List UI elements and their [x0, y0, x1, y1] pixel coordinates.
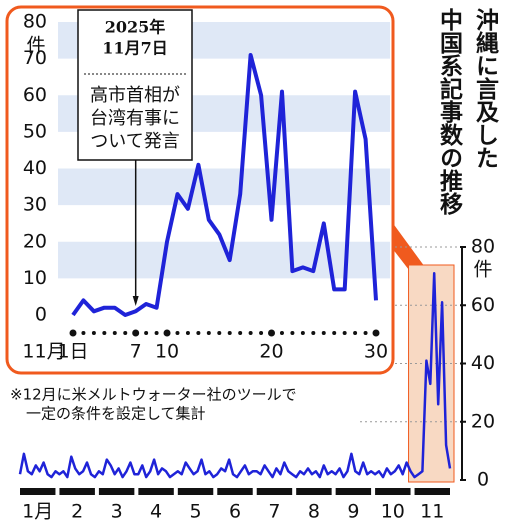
title-line: 中国系記事数の推移 [436, 8, 464, 216]
y-tick-label: 10 [23, 267, 47, 289]
x-tick-label: 6 [229, 501, 241, 523]
day-dot [353, 331, 358, 335]
tick-mark [132, 329, 140, 337]
day-dot [279, 331, 284, 335]
month-label: 11月 [22, 341, 65, 363]
y-unit: 件 [26, 35, 45, 57]
x-tick-label: 2 [71, 501, 83, 523]
y-tick-label: 70 [23, 47, 47, 69]
day-dot [206, 331, 211, 335]
y-tick-label: 80 [23, 11, 47, 33]
day-dot [91, 331, 96, 335]
day-dot [81, 331, 86, 335]
y-tick-label: 20 [23, 230, 47, 252]
month-bar [138, 488, 174, 495]
y-tick-label: 30 [23, 194, 47, 216]
month-bar [335, 488, 372, 495]
month-bar [98, 488, 135, 495]
x-tick-label: 3 [111, 501, 123, 523]
x-tick-label: 7 [130, 341, 142, 363]
day-dot [342, 331, 347, 335]
day-dot [238, 331, 243, 335]
x-tick-label: 11 [420, 501, 444, 523]
day-dot [196, 331, 201, 335]
tick-mark [69, 329, 77, 337]
day-dot [248, 331, 253, 335]
day-dot [259, 331, 264, 335]
data-line [71, 53, 378, 317]
day-dot [332, 331, 337, 335]
month-bar [59, 488, 95, 495]
tick-mark [163, 329, 171, 337]
day-dot [290, 331, 295, 335]
x-tick-label: 5 [189, 501, 201, 523]
y-tick-label: 0 [477, 469, 489, 491]
x-tick-label: 20 [259, 341, 283, 363]
day-dot [321, 331, 326, 335]
month-bar [296, 488, 332, 495]
tick-mark [372, 329, 380, 337]
tick-mark [268, 329, 276, 337]
day-dot [175, 331, 180, 335]
x-tick-label: 1日 [57, 341, 88, 363]
x-tick-label: 10 [155, 341, 179, 363]
day-dot [217, 331, 222, 335]
x-tick-label: 10 [381, 501, 405, 523]
day-dot [300, 331, 305, 335]
day-dot [311, 331, 316, 335]
day-dot [154, 331, 159, 335]
y-tick-label: 80 [471, 236, 495, 258]
x-tick-label: 30 [364, 341, 388, 363]
annotation-box [77, 9, 193, 161]
y-tick-label: 60 [23, 84, 47, 106]
y-tick-label: 20 [471, 410, 495, 432]
x-tick-label: 7 [268, 501, 280, 523]
month-bar [217, 488, 253, 495]
x-tick-label: 8 [308, 501, 320, 523]
y-tick-label: 40 [23, 157, 47, 179]
annotation-date: 2025年 [105, 18, 166, 37]
day-dot [123, 331, 128, 335]
x-tick-label: 4 [150, 501, 162, 523]
day-dot [102, 331, 107, 335]
y-tick-label: 0 [35, 304, 47, 326]
y-tick-label: 60 [471, 294, 495, 316]
day-dot [144, 331, 149, 335]
y-tick-label: 50 [23, 120, 47, 142]
day-dot [227, 331, 232, 335]
annotation-text: 高市首相が [90, 85, 180, 106]
grid-band [58, 168, 390, 206]
month-bar [414, 488, 450, 495]
y-tick-label: 40 [471, 352, 495, 374]
day-dot [363, 331, 368, 335]
data-line [18, 271, 452, 479]
y-unit: 件 [473, 259, 492, 281]
title-line: 沖縄に言及した [472, 8, 500, 169]
day-dot [112, 331, 117, 335]
annotation-date: 11月7日 [102, 39, 167, 58]
day-dot [185, 331, 190, 335]
annotation-text: 台湾有事に [90, 108, 180, 129]
note: 一定の条件を設定して集計 [26, 405, 206, 423]
annotation-text: ついて発言 [90, 131, 179, 152]
month-bar [256, 488, 293, 495]
x-tick-label: 1月 [22, 501, 53, 523]
arrow-head [132, 296, 139, 306]
x-tick-label: 9 [347, 501, 359, 523]
month-bar [20, 488, 56, 495]
month-bar [177, 488, 214, 495]
month-bar [375, 488, 411, 495]
note: ※12月に米メルトウォーター社のツールで [10, 386, 297, 404]
